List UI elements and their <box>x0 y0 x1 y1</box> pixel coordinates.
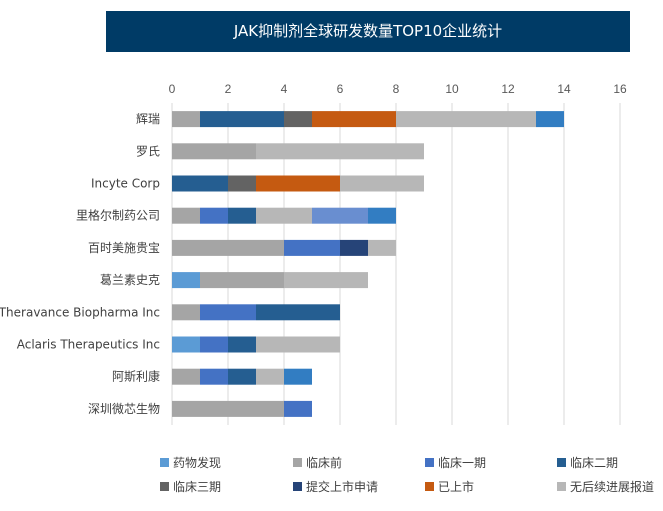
x-tick-label: 6 <box>337 82 344 96</box>
bar-segment <box>256 175 340 192</box>
x-tick-label: 14 <box>557 82 571 96</box>
bar-segment <box>172 239 284 256</box>
legend-swatch <box>160 458 169 467</box>
legend-swatch <box>425 482 434 491</box>
legend-swatch <box>425 458 434 467</box>
bar-segment <box>256 304 340 321</box>
bar-segment <box>368 207 396 224</box>
x-tick-label: 2 <box>225 82 232 96</box>
category-label: 葛兰素史克 <box>100 273 160 287</box>
bar-segment <box>340 239 368 256</box>
bar-segment <box>200 336 228 353</box>
bar-segment <box>200 304 256 321</box>
category-label: 百时美施贵宝 <box>88 241 160 255</box>
x-tick-label: 4 <box>281 82 288 96</box>
bar-segment <box>256 143 424 160</box>
bar-segment <box>172 111 200 128</box>
bar-segment <box>172 336 200 353</box>
category-label: 辉瑞 <box>136 112 160 126</box>
category-label: 罗氏 <box>136 144 160 158</box>
legend-label: 临床二期 <box>570 456 618 470</box>
bar-segment <box>368 239 396 256</box>
bar-segment <box>256 336 340 353</box>
x-tick-label: 16 <box>613 82 627 96</box>
legend-label: 无后续进展报道 <box>570 479 654 494</box>
category-label: Aclaris Therapeutics Inc <box>17 338 160 352</box>
category-label: Theravance Biopharma Inc <box>0 305 160 319</box>
category-label: 阿斯利康 <box>112 369 160 384</box>
bar-segment <box>172 143 256 160</box>
bar-segment <box>228 368 256 385</box>
legend-swatch <box>160 482 169 491</box>
chart-title: JAK抑制剂全球研发数量TOP10企业统计 <box>106 11 630 52</box>
bar-segment <box>172 304 200 321</box>
legend-label: 药物发现 <box>173 455 221 470</box>
category-label: 深圳微芯生物 <box>88 402 160 416</box>
bar-segment <box>340 175 424 192</box>
bar-segment <box>172 400 284 417</box>
bar-segment <box>200 368 228 385</box>
bar-segment <box>228 207 256 224</box>
bar-segment <box>284 368 312 385</box>
bar-segment <box>312 111 396 128</box>
legend-label: 临床前 <box>306 455 342 470</box>
legend-label: 已上市 <box>438 479 474 494</box>
bar-segment <box>228 175 256 192</box>
bar-segment <box>200 207 228 224</box>
bar-segment <box>256 368 284 385</box>
legend-label: 提交上市申请 <box>306 479 378 494</box>
bar-segment <box>172 207 200 224</box>
bar-segment <box>284 272 368 289</box>
bar-segment <box>536 111 564 128</box>
legend-label: 临床三期 <box>173 480 221 494</box>
bar-segment <box>256 207 312 224</box>
category-label: Incyte Corp <box>91 177 160 191</box>
legend-swatch <box>293 458 302 467</box>
legend-swatch <box>557 482 566 491</box>
legend-label: 临床一期 <box>438 456 486 470</box>
x-tick-label: 0 <box>169 82 176 96</box>
x-tick-label: 12 <box>501 82 515 96</box>
bar-segment <box>396 111 536 128</box>
legend-swatch <box>557 458 566 467</box>
bar-segment <box>284 400 312 417</box>
bar-segment <box>200 272 284 289</box>
bar-segment <box>284 239 340 256</box>
bar-segment <box>172 368 200 385</box>
bar-segment <box>312 207 368 224</box>
bar-segment <box>172 272 200 289</box>
category-label: 里格尔制药公司 <box>76 208 160 223</box>
bar-segment <box>200 111 284 128</box>
bar-segment <box>284 111 312 128</box>
x-tick-label: 8 <box>393 82 400 96</box>
bar-segment <box>228 336 256 353</box>
legend-swatch <box>293 482 302 491</box>
x-tick-label: 10 <box>445 82 459 96</box>
bar-segment <box>172 175 228 192</box>
